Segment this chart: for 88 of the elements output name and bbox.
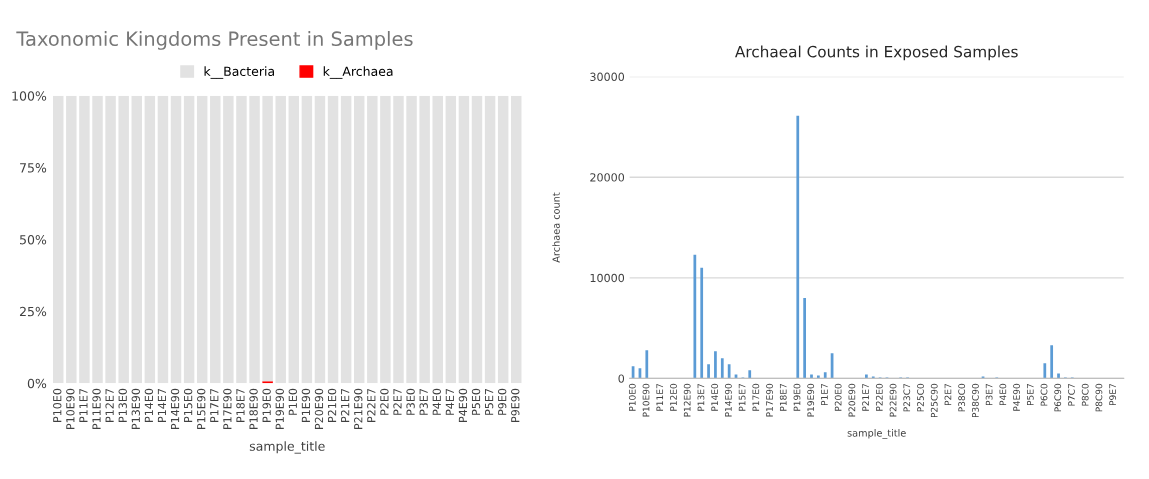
x-tick-label: P21E90 xyxy=(354,388,363,429)
x-tick-label: P11E7 xyxy=(79,389,88,422)
x-tick-label: P8C0 xyxy=(1081,383,1089,406)
x-tick-label: P9E0 xyxy=(497,388,507,415)
x-tick-label: P4E0 xyxy=(432,388,441,415)
x-tick-label: P2E7 xyxy=(393,389,402,415)
x-tick-label: P21E7 xyxy=(862,384,869,411)
x-tick-label: P12E0 xyxy=(670,383,677,411)
x-tick-label: P19E0 xyxy=(262,388,271,422)
x-tick-label: P6C0 xyxy=(1040,383,1048,406)
x-tick-label: P13E90 xyxy=(131,388,140,429)
y-tick-label: 10000 xyxy=(590,273,625,283)
x-tick-label: P1E7 xyxy=(821,384,828,406)
x-tick-label: P11E90 xyxy=(92,388,101,429)
x-tick-label: P14E0 xyxy=(711,383,719,411)
x-axis-title: sample_title xyxy=(847,429,906,439)
y-tick-label: 50% xyxy=(20,234,47,245)
x-tick-label: P3E7 xyxy=(985,384,993,406)
x-tick-label: P1E0 xyxy=(288,388,298,415)
x-tick-label: P15E7 xyxy=(738,384,746,411)
x-tick-label: P2E0 xyxy=(380,388,389,415)
x-tick-label: P5E7 xyxy=(485,389,494,415)
y-axis-title: Archaea count xyxy=(552,192,560,263)
x-tick-label: P25C0 xyxy=(917,383,924,412)
legend-label: k__Archaea xyxy=(323,66,393,79)
x-axis-title: sample_title xyxy=(249,441,325,454)
x-tick-label: P1E90 xyxy=(301,388,311,422)
x-tick-label: P21E7 xyxy=(340,389,350,422)
y-tick-label: 20000 xyxy=(590,173,625,182)
x-tick-label: P4E7 xyxy=(445,389,454,415)
x-tick-label: P8C90 xyxy=(1095,383,1103,412)
x-tick-label: P22E0 xyxy=(875,383,883,411)
x-tick-label: P13E7 xyxy=(697,384,705,411)
x-tick-label: P12E7 xyxy=(105,389,114,422)
x-tick-label: P12E90 xyxy=(683,383,691,417)
y-tick-label: 75% xyxy=(20,163,47,173)
x-tick-label: P5E0 xyxy=(471,388,481,415)
x-tick-label: P38C0 xyxy=(958,383,966,412)
x-tick-label: P13E0 xyxy=(118,388,127,422)
x-tick-label: P22E90 xyxy=(889,383,897,417)
x-tick-label: P5E7 xyxy=(1026,384,1034,406)
x-tick-label: P4E90 xyxy=(1013,383,1020,411)
x-tick-label: P4E0 xyxy=(999,383,1007,406)
chart-title: Archaeal Counts in Exposed Samples xyxy=(735,45,1018,61)
x-tick-label: P14E7 xyxy=(157,389,166,422)
x-tick-label: P19E90 xyxy=(275,388,284,429)
x-tick-label: P21E0 xyxy=(327,388,337,422)
x-tick-label: P9E7 xyxy=(1109,384,1117,406)
x-tick-label: P10E0 xyxy=(53,388,62,422)
x-tick-label: P17E90 xyxy=(766,383,773,417)
x-tick-label: P15E90 xyxy=(197,388,206,429)
x-tick-label: P18E7 xyxy=(236,389,245,422)
x-tick-label: P14E90 xyxy=(170,388,180,429)
y-tick-label: 25% xyxy=(19,306,47,317)
x-tick-label: P38C90 xyxy=(971,383,979,418)
x-tick-label: P3E7 xyxy=(419,389,428,415)
y-tick-label: 0% xyxy=(27,378,47,389)
x-tick-label: P17E90 xyxy=(223,388,232,429)
x-tick-label: P10E0 xyxy=(628,383,636,411)
x-tick-label: P15E0 xyxy=(183,388,193,422)
x-tick-label: P20E90 xyxy=(848,383,856,417)
x-tick-label: P7C7 xyxy=(1068,384,1075,406)
x-tick-label: P10E90 xyxy=(642,383,650,417)
x-tick-label: P18E90 xyxy=(249,388,258,429)
x-tick-label: P19E90 xyxy=(807,383,815,417)
x-tick-label: P20E90 xyxy=(314,388,324,429)
x-tick-label: P6C90 xyxy=(1054,383,1062,412)
x-tick-label: P11E7 xyxy=(656,384,664,411)
chart-title: Taxonomic Kingdoms Present in Samples xyxy=(16,31,413,50)
x-tick-label: P17E0 xyxy=(752,383,760,411)
x-tick-label: P14E90 xyxy=(724,383,732,417)
x-tick-label: P4E90 xyxy=(458,388,468,422)
x-tick-label: P20E0 xyxy=(834,383,842,411)
x-tick-label: P19E0 xyxy=(793,383,801,411)
x-tick-label: P23C7 xyxy=(903,384,911,412)
x-tick-label: P2E7 xyxy=(944,384,952,406)
y-tick-label: 30000 xyxy=(590,72,625,82)
x-tick-label: P9E90 xyxy=(511,388,520,422)
x-tick-label: P18E7 xyxy=(779,384,787,411)
x-tick-label: P17E7 xyxy=(210,389,219,422)
x-tick-label: P14E0 xyxy=(144,388,154,422)
y-tick-label: 100% xyxy=(12,91,47,101)
y-tick-label: 0 xyxy=(618,374,625,383)
x-tick-label: P3E0 xyxy=(406,388,415,415)
x-tick-label: P22E7 xyxy=(367,389,376,422)
x-tick-label: P10E90 xyxy=(66,388,75,429)
legend-label: k__Bacteria xyxy=(204,66,274,79)
x-tick-label: P25C90 xyxy=(930,383,938,418)
